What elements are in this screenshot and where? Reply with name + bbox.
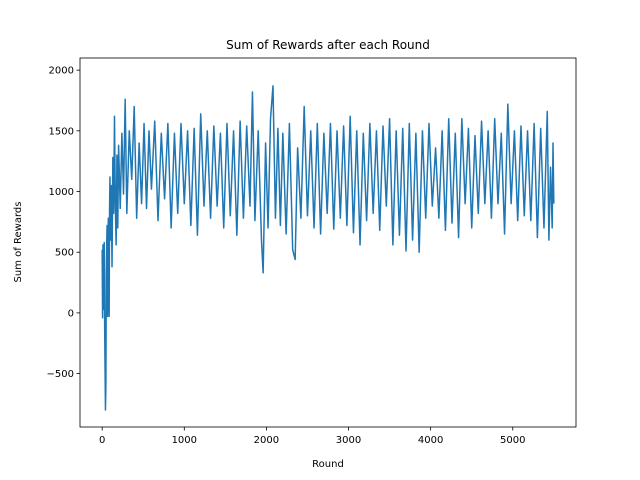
x-tick-label: 2000 (254, 435, 279, 446)
x-tick-label: 4000 (418, 435, 443, 446)
y-tick-label: 2000 (49, 66, 74, 77)
y-tick-label: 1000 (49, 187, 74, 198)
plot-frame (79, 57, 577, 428)
x-tick-label: 0 (99, 435, 105, 446)
chart-title: Sum of Rewards after each Round (226, 38, 430, 52)
y-tick-label: −500 (47, 369, 74, 380)
x-tick-label: 3000 (336, 435, 361, 446)
x-tick-label: 5000 (500, 435, 525, 446)
y-axis-label: Sum of Rewards (13, 202, 24, 283)
series-line-0 (101, 85, 555, 411)
x-axis-label: Round (312, 459, 344, 470)
y-tick-label: 1500 (49, 126, 74, 137)
x-tick-label: 1000 (172, 435, 197, 446)
y-tick-label: 500 (55, 248, 74, 259)
y-tick-label: 0 (68, 308, 74, 319)
